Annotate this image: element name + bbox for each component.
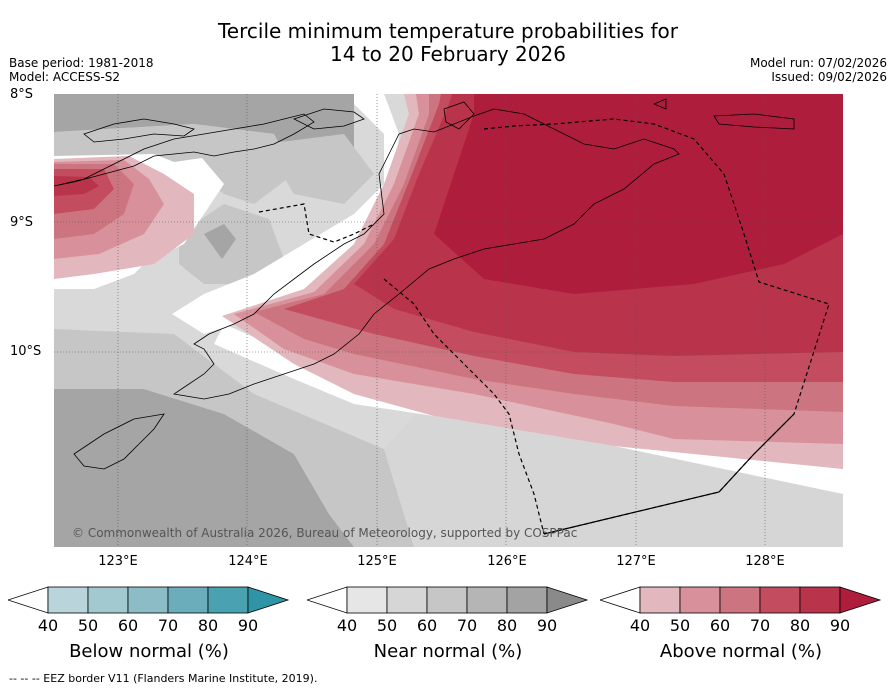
lat-label-9s: 9°S — [10, 215, 34, 230]
graticule — [54, 94, 843, 547]
label-above-normal: Above normal (%) — [659, 641, 823, 662]
coastlines — [54, 98, 795, 470]
eez-border-solid — [543, 413, 795, 535]
near-normal-60-patch — [264, 134, 374, 204]
colorbar-near-normal — [307, 586, 589, 614]
label-near-normal: Near normal (%) — [373, 641, 523, 662]
near-normal-60-north — [54, 124, 294, 204]
lon-label-125e: 125°E — [357, 554, 397, 569]
colorbar-segment — [679, 586, 721, 614]
model-run: Model run: 07/02/2026 — [749, 56, 887, 70]
map-title: Tercile minimum temperature probabilitie… — [0, 20, 896, 66]
lon-label-123e: 123°E — [98, 554, 138, 569]
alor-islands-coast — [54, 113, 315, 187]
colorbar-segment — [127, 586, 169, 614]
near-normal-50-southeast — [384, 394, 843, 547]
lat-label-10s: 10°S — [10, 344, 42, 359]
colorbar-segment — [207, 586, 249, 614]
colorbar-segment — [639, 586, 681, 614]
lon-label-128e: 128°E — [745, 554, 785, 569]
no-dominant-diagonal-band — [172, 94, 399, 334]
colorbar-left-extension — [307, 586, 348, 614]
colorbar-segment — [759, 586, 801, 614]
lat-label-8s: 8°S — [10, 87, 34, 102]
tick-near-50: 50 — [376, 616, 398, 635]
lon-label-127e: 127°E — [616, 554, 656, 569]
colorbar-segment — [167, 586, 209, 614]
near-normal-80-center — [204, 224, 236, 259]
tick-above-80: 80 — [789, 616, 811, 635]
colorbar-left-extension — [8, 586, 49, 614]
copyright-notice: © Commonwealth of Australia 2026, Bureau… — [72, 526, 578, 540]
wetar-west-coast — [443, 101, 475, 130]
tick-above-60: 60 — [709, 616, 731, 635]
colorbar-segment — [799, 586, 841, 614]
label-below-normal: Below normal (%) — [69, 641, 229, 662]
tick-below-40: 40 — [37, 616, 59, 635]
colorbar-segment — [466, 586, 508, 614]
timor-coast — [172, 108, 680, 400]
near-normal-60-south — [54, 329, 414, 547]
colorbar-right-extension — [839, 586, 882, 614]
tick-below-50: 50 — [77, 616, 99, 635]
tick-below-70: 70 — [157, 616, 179, 635]
small-island-1 — [652, 98, 667, 110]
colorbar-segment — [426, 586, 468, 614]
wetar-east-coast — [713, 113, 795, 130]
meta-left: Base period: 1981-2018 Model: ACCESS-S2 — [9, 56, 154, 84]
tick-near-80: 80 — [496, 616, 518, 635]
eez-border-west — [258, 203, 375, 243]
issued-date: Issued: 09/02/2026 — [771, 70, 887, 84]
colorbar-left-extension — [600, 586, 641, 614]
above-normal-east-90 — [434, 94, 843, 294]
near-normal-70-south — [54, 389, 354, 547]
tick-above-70: 70 — [749, 616, 771, 635]
probability-map — [54, 94, 843, 547]
colorbar-right-extension — [247, 586, 290, 614]
colorbar-above-normal — [600, 586, 882, 614]
tick-above-50: 50 — [669, 616, 691, 635]
colorbar-segment — [346, 586, 388, 614]
tick-below-90: 90 — [237, 616, 259, 635]
colorbar-right-extension — [546, 586, 589, 614]
tick-near-40: 40 — [336, 616, 358, 635]
lon-label-124e: 124°E — [228, 554, 268, 569]
near-normal-70-north — [54, 94, 354, 174]
tick-near-60: 60 — [416, 616, 438, 635]
eez-border-south — [383, 278, 545, 535]
tick-above-90: 90 — [829, 616, 851, 635]
meta-right: Model run: 07/02/2026 Issued: 09/02/2026 — [750, 56, 887, 84]
colorbar-segment — [506, 586, 548, 614]
colorbar-segment — [386, 586, 428, 614]
eez-legend-note: -- -- -- EEZ border V11 (Flanders Marine… — [9, 672, 318, 685]
tick-below-60: 60 — [117, 616, 139, 635]
title-line-1: Tercile minimum temperature probabilitie… — [217, 19, 679, 43]
tick-above-40: 40 — [629, 616, 651, 635]
tick-below-80: 80 — [197, 616, 219, 635]
colorbar-segment — [47, 586, 89, 614]
above-normal-west-80 — [54, 176, 99, 196]
rote-coast — [73, 413, 165, 470]
model-name: Model: ACCESS-S2 — [9, 70, 121, 84]
tick-near-90: 90 — [536, 616, 558, 635]
atauro-coast — [292, 108, 365, 130]
base-period: Base period: 1981-2018 — [9, 56, 154, 70]
tick-near-70: 70 — [456, 616, 478, 635]
title-line-2: 14 to 20 February 2026 — [330, 42, 566, 66]
colorbar-segment — [87, 586, 129, 614]
colorbar-segment — [719, 586, 761, 614]
pantar-coast — [83, 118, 195, 143]
lon-label-126e: 126°E — [487, 554, 527, 569]
colorbar-below-normal — [8, 586, 290, 614]
